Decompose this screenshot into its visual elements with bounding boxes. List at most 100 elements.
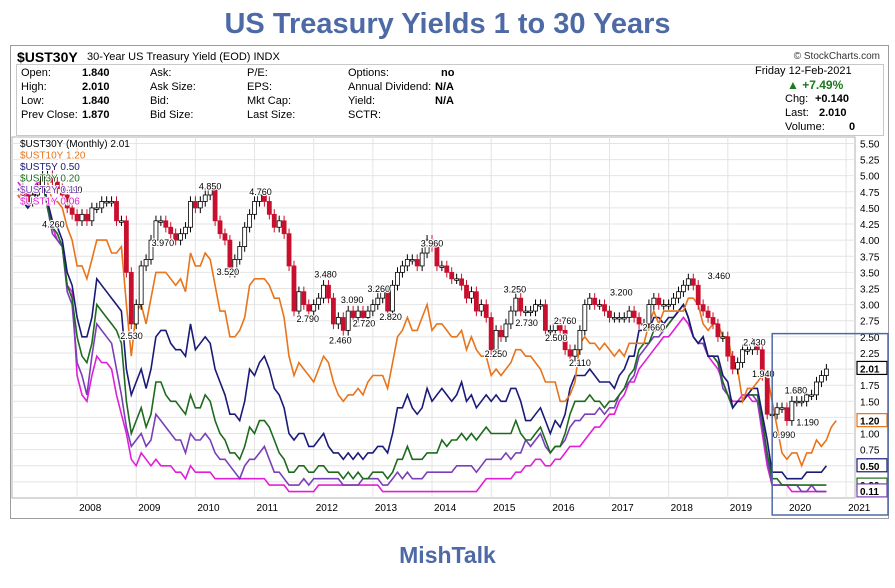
candle-body (247, 213, 253, 228)
candle-body (794, 400, 800, 404)
candle-body (478, 304, 484, 312)
candle-body (459, 278, 464, 286)
candle-body (720, 336, 726, 339)
candle-body (212, 188, 218, 222)
dividend-value: N/A (435, 81, 454, 93)
candle-body (666, 304, 672, 307)
candle-body (40, 175, 45, 189)
candle-body (582, 304, 588, 331)
candle-body (518, 297, 524, 312)
candle-body (799, 400, 805, 404)
candle-body (123, 220, 129, 273)
candle-body (168, 226, 174, 235)
x-tick-label: 2011 (257, 503, 279, 514)
x-tick-label: 2014 (434, 503, 457, 514)
bid-label: Bid: (150, 95, 169, 107)
open-value: 1.840 (82, 67, 110, 79)
recent-period-highlight (771, 332, 889, 516)
y-tick-label: 3.75 (860, 252, 880, 263)
candle-body (54, 181, 60, 189)
y-tick-label: 3.50 (860, 268, 880, 279)
value-annotation: 2.500 (545, 333, 568, 343)
ask-size-label: Ask Size: (150, 81, 196, 93)
candle-body (252, 201, 257, 215)
last-value-label-ust30y: 2.01 (860, 364, 880, 375)
value-annotation: 2.430 (743, 337, 766, 347)
candle-body (735, 362, 741, 370)
candle-body (114, 201, 119, 222)
candle-body (612, 317, 617, 320)
candle-body (20, 188, 26, 196)
options-value: no (441, 67, 455, 79)
candle-body (286, 233, 292, 267)
y-tick-label: 1.00 (860, 430, 880, 441)
candle-body (533, 304, 538, 312)
candle-body (222, 233, 228, 241)
candle-body (311, 304, 317, 312)
legend-entry-ust30y: $UST30Y (Monthly) 2.01 (20, 139, 130, 150)
candle-body (498, 329, 504, 338)
candle-body (774, 407, 780, 415)
symbol-description: 30-Year US Treasury Yield (EOD) (87, 51, 251, 63)
high-label: High: (21, 81, 47, 93)
candle-body (321, 284, 326, 299)
candle-body (483, 304, 489, 318)
candle-body (178, 233, 183, 241)
candle-body (636, 317, 642, 325)
candle-body (183, 226, 188, 235)
x-tick-label: 2021 (848, 503, 871, 514)
candle-body (547, 329, 553, 333)
value-annotation: 3.960 (421, 239, 444, 249)
last-value: 2.010 (819, 107, 847, 119)
candle-body (242, 226, 248, 247)
yield-label: Yield: (348, 95, 376, 107)
candle-body (661, 304, 667, 307)
candle-body (740, 349, 745, 364)
candle-body (296, 291, 302, 312)
candle-body (138, 265, 144, 306)
x-tick-label: 2013 (375, 503, 398, 514)
candle-body (153, 220, 159, 241)
candle-body (429, 239, 435, 247)
x-tick-label: 2018 (671, 503, 694, 514)
candle-body (232, 259, 238, 273)
candle-body (188, 201, 193, 228)
candle-body (355, 310, 361, 318)
candle-body (819, 375, 824, 383)
candle-body (365, 310, 371, 318)
candle-body (469, 291, 474, 299)
x-tick-label: 2009 (138, 503, 161, 514)
candle-body (656, 297, 662, 306)
volume-label: Volume: (785, 121, 825, 133)
candle-body (814, 381, 819, 396)
legend-entry-ust2y: $UST2Y 0.11 (20, 185, 80, 196)
x-tick-label: 2008 (79, 503, 102, 514)
stockcharts-credit[interactable]: © StockCharts.com (793, 51, 880, 62)
candle-body (784, 407, 790, 422)
y-tick-label: 5.50 (860, 139, 880, 150)
candle-body (538, 304, 543, 307)
candle-body (375, 297, 381, 306)
legend-entry-ust10y: $UST10Y 1.20 (20, 151, 86, 162)
candle-body (493, 329, 499, 351)
candle-body (25, 194, 31, 202)
candle-body (266, 201, 272, 215)
value-annotation: 1.190 (796, 417, 819, 427)
candle-body (562, 329, 568, 351)
candle-body (69, 207, 75, 215)
low-label: Low: (21, 95, 45, 107)
candle-body (567, 349, 573, 357)
candle-body (173, 233, 179, 241)
change-percent: ▲ +7.49% (787, 78, 844, 92)
value-annotation: 0.990 (773, 430, 796, 440)
candle-body (380, 291, 386, 299)
y-tick-label: 5.25 (860, 156, 880, 167)
candle-body (281, 220, 287, 235)
candle-body (148, 239, 154, 260)
value-annotation: 3.480 (314, 270, 337, 280)
x-tick-label: 2020 (789, 503, 812, 514)
candle-body (444, 265, 450, 273)
candle-body (503, 323, 509, 338)
candle-body (409, 259, 415, 262)
